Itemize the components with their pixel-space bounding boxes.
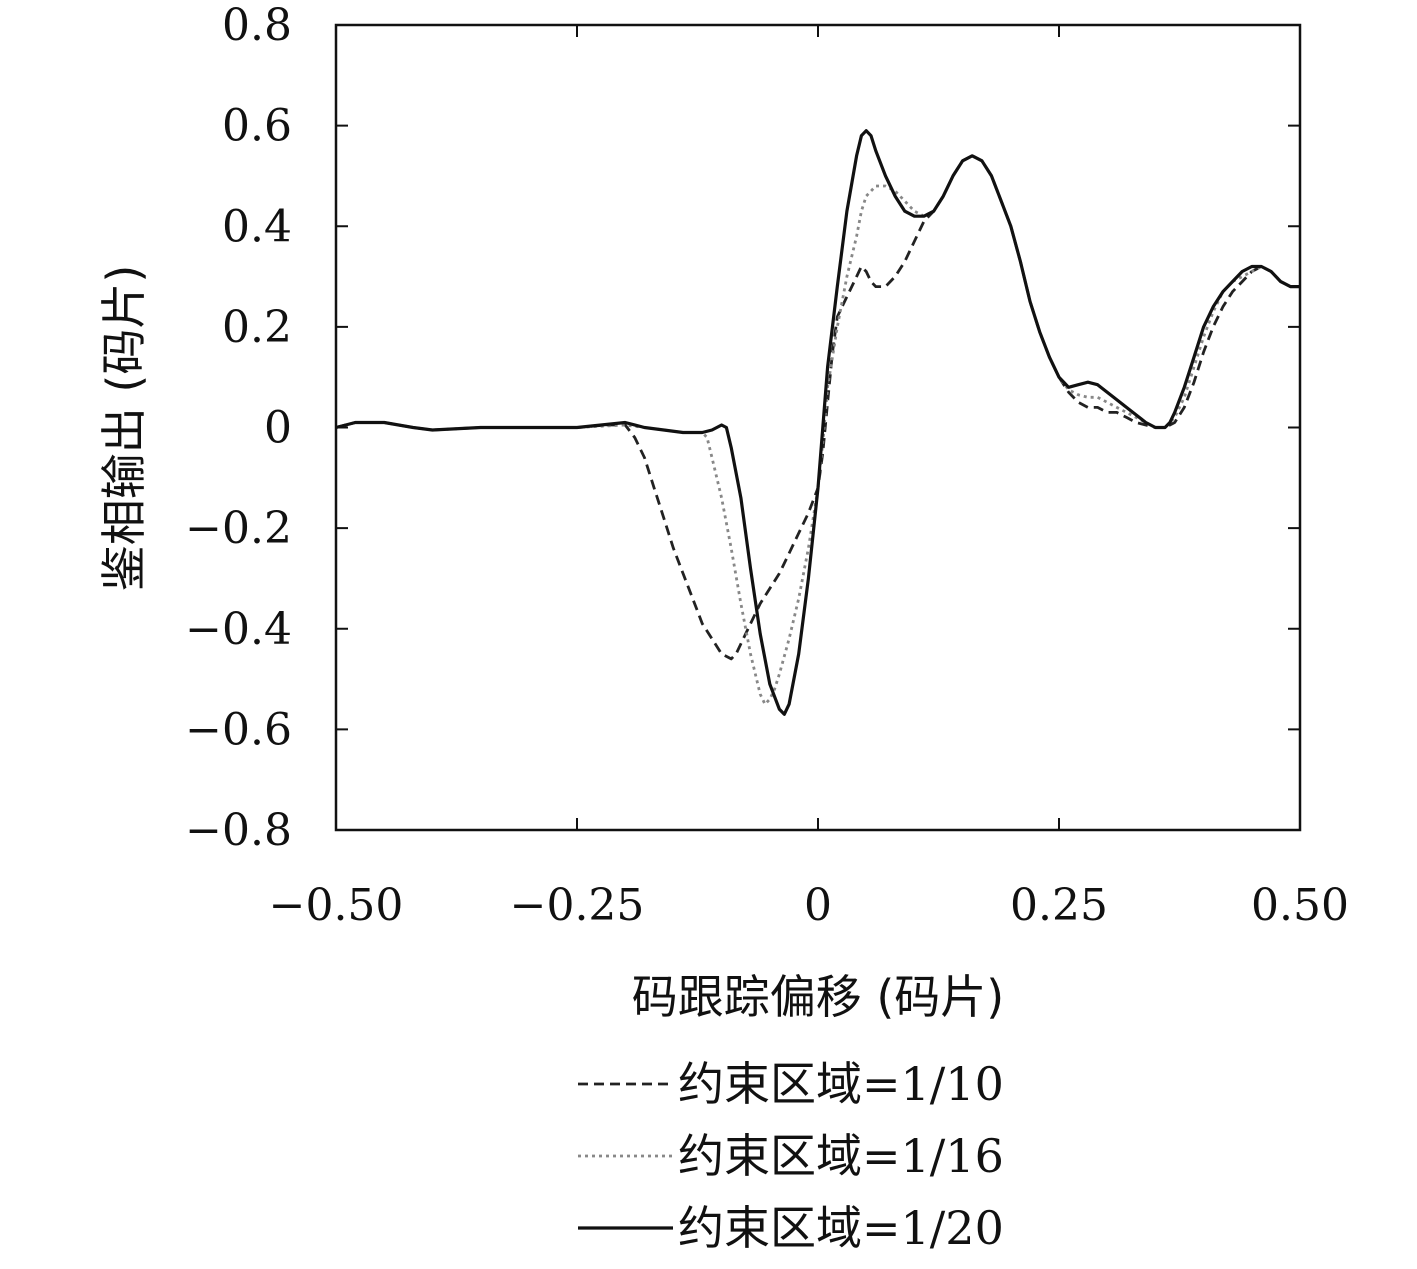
x-tick-label: −0.25 xyxy=(510,880,645,931)
series-layer xyxy=(335,129,1300,716)
series-line-1 xyxy=(335,154,1300,661)
x-tick-label: −0.50 xyxy=(269,880,404,931)
x-tick-label: 0 xyxy=(804,880,832,931)
legend-label-3: 约束区域=1/20 xyxy=(678,1201,1004,1255)
x-axis-ticks: −0.50 −0.25 0 0.25 0.50 xyxy=(269,25,1349,931)
plot-frame xyxy=(334,23,1302,832)
series-line-3 xyxy=(335,129,1300,716)
y-tick-label: 0.2 xyxy=(222,302,292,353)
legend-label-1: 约束区域=1/10 xyxy=(678,1057,1004,1111)
x-axis-label: 码跟踪偏移 (码片) xyxy=(632,970,1005,1024)
series-line-2 xyxy=(335,154,1300,706)
y-tick-label: −0.4 xyxy=(185,604,292,655)
y-tick-label: 0.6 xyxy=(222,101,292,152)
y-axis-ticks: 0.8 0.6 0.4 0.2 0 −0.2 −0.4 −0.6 −0.8 xyxy=(185,0,1300,856)
y-tick-label: 0 xyxy=(264,403,292,454)
y-tick-label: −0.8 xyxy=(185,805,292,856)
y-tick-label: 0.4 xyxy=(222,201,292,252)
y-tick-label: −0.2 xyxy=(185,503,292,554)
y-axis-label: 鉴相输出 (码片) xyxy=(97,265,151,592)
x-tick-label: 0.50 xyxy=(1251,880,1349,931)
legend: 约束区域=1/10 约束区域=1/16 约束区域=1/20 xyxy=(578,1057,1004,1255)
x-tick-label: 0.25 xyxy=(1010,880,1108,931)
y-tick-label: −0.6 xyxy=(185,704,292,755)
legend-label-2: 约束区域=1/16 xyxy=(678,1129,1004,1183)
y-tick-label: 0.8 xyxy=(222,0,292,51)
